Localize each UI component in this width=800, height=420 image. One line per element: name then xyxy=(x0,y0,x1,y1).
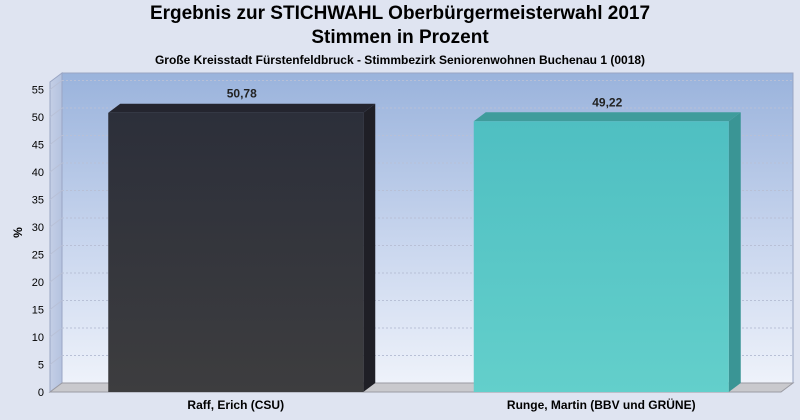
y-tick-label: 30 xyxy=(32,222,44,234)
grid-line-side xyxy=(49,300,63,310)
y-tick-label: 55 xyxy=(32,85,44,97)
grid-line-side xyxy=(49,272,63,283)
bar-side xyxy=(363,103,376,393)
grid-line-side xyxy=(49,80,63,90)
y-tick-label: 45 xyxy=(32,140,44,152)
grid-line-side xyxy=(49,190,63,200)
y-tick-label: 40 xyxy=(32,167,44,179)
bar-side xyxy=(728,112,741,392)
y-axis-label: % xyxy=(11,227,25,238)
y-tick-label: 0 xyxy=(38,387,44,399)
grid-line-side xyxy=(49,217,63,228)
grid-line-side xyxy=(49,355,63,365)
grid-line-side xyxy=(49,245,63,255)
grid-line-side xyxy=(49,162,63,173)
bar xyxy=(108,112,364,393)
y-tick-label: 5 xyxy=(38,360,44,372)
bar xyxy=(473,121,729,392)
plot-side-wall xyxy=(49,72,63,393)
x-category-label: Runge, Martin (BBV und GRÜNE) xyxy=(507,397,696,412)
y-tick-label: 10 xyxy=(32,332,44,344)
chart-title: Ergebnis zur STICHWAHL Oberbürgermeister… xyxy=(149,3,651,24)
bar-value-label: 50,78 xyxy=(227,87,257,101)
chart-caption: Große Kreisstadt Fürstenfeldbruck - Stim… xyxy=(154,53,646,67)
x-category-label: Raff, Erich (CSU) xyxy=(187,398,284,412)
y-tick-label: 35 xyxy=(32,195,44,207)
y-tick-label: 50 xyxy=(32,112,44,124)
bar-top xyxy=(108,103,376,113)
chart-subtitle: Stimmen in Prozent xyxy=(311,27,489,48)
y-tick-label: 25 xyxy=(32,250,44,262)
y-tick-label: 20 xyxy=(32,277,44,289)
grid-line-side xyxy=(49,107,63,118)
bar-value-label: 49,22 xyxy=(592,95,622,109)
bar-top xyxy=(473,112,741,122)
grid-line-side xyxy=(49,135,63,145)
grid-line-side xyxy=(49,327,63,338)
y-tick-label: 15 xyxy=(32,305,44,317)
